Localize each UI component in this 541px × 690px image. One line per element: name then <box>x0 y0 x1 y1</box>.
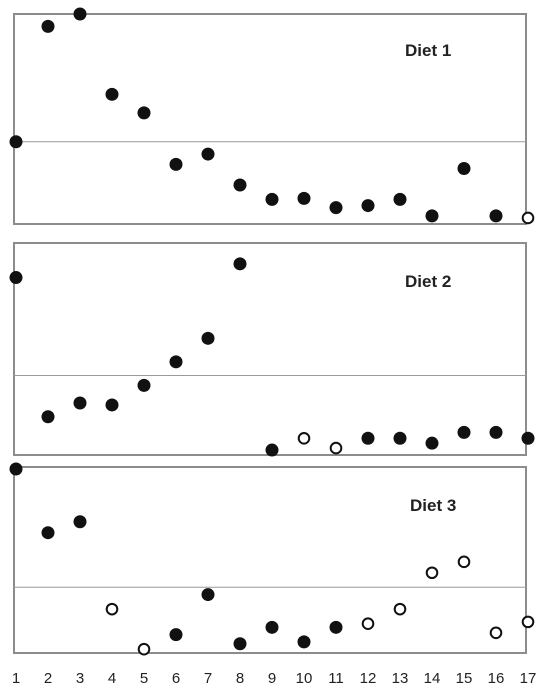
chart-panels: Diet 1 Diet 2 Diet 3 <box>9 7 535 656</box>
data-point-filled <box>329 201 343 215</box>
data-point-filled <box>393 431 407 445</box>
panel-1: Diet 1 <box>9 7 535 225</box>
data-point-filled <box>73 515 87 529</box>
x-axis-tick-labels: 1 2 3 4 5 6 7 8 9 10 11 12 13 14 15 16 17 <box>12 670 537 687</box>
data-point-open <box>393 602 407 616</box>
data-point-filled <box>457 162 471 175</box>
data-point-filled <box>169 628 183 642</box>
data-point-filled <box>73 396 87 410</box>
x-tick-label: 17 <box>520 670 537 687</box>
data-point-filled <box>137 378 151 392</box>
data-point-filled <box>201 588 215 602</box>
x-tick-label: 8 <box>236 670 244 687</box>
data-point-filled <box>425 436 439 450</box>
data-point-filled <box>169 157 183 171</box>
x-tick-label: 6 <box>172 670 180 687</box>
data-point-filled <box>425 209 439 223</box>
x-tick-label: 3 <box>76 670 84 687</box>
data-point-filled <box>457 425 471 439</box>
data-point-open <box>425 566 439 580</box>
data-point-filled <box>137 106 151 120</box>
data-point-open <box>297 431 311 445</box>
data-point-open <box>521 211 535 225</box>
data-point-open <box>361 617 375 631</box>
data-point-filled <box>233 637 247 651</box>
x-tick-label: 7 <box>204 670 212 687</box>
data-point-filled <box>265 192 279 206</box>
data-point-filled <box>41 526 55 540</box>
data-point-filled <box>297 191 311 205</box>
data-point-open <box>489 626 503 640</box>
panel-frame <box>13 466 527 654</box>
panel-title: Diet 3 <box>410 496 456 515</box>
data-point-filled <box>489 425 503 439</box>
data-point-filled <box>105 398 119 412</box>
data-point-open <box>329 441 343 455</box>
data-point-open <box>137 642 151 656</box>
panel-title: Diet 2 <box>405 272 451 291</box>
panel-2: Diet 2 <box>9 242 535 457</box>
data-point-filled <box>9 271 23 285</box>
x-tick-label: 15 <box>456 670 473 687</box>
data-point-filled <box>361 199 375 213</box>
data-point-filled <box>41 410 55 424</box>
data-point-filled <box>201 147 215 161</box>
x-tick-label: 4 <box>108 670 116 687</box>
data-point-filled <box>489 209 503 223</box>
x-tick-label: 12 <box>360 670 377 687</box>
panel-frame <box>13 13 527 225</box>
data-point-filled <box>265 443 279 457</box>
data-point-filled <box>41 19 55 33</box>
data-point-filled <box>329 620 343 634</box>
x-tick-label: 9 <box>268 670 276 687</box>
panel-title: Diet 1 <box>405 41 451 60</box>
x-tick-label: 2 <box>44 670 52 687</box>
data-point-open <box>457 555 471 569</box>
data-point-open <box>105 602 119 616</box>
data-point-open <box>521 615 535 629</box>
data-point-filled <box>393 192 407 206</box>
data-point-filled <box>265 620 279 634</box>
data-point-filled <box>201 331 215 345</box>
data-point-filled <box>73 7 87 21</box>
panel-3: Diet 3 <box>9 462 535 656</box>
x-tick-label: 5 <box>140 670 148 687</box>
x-tick-label: 13 <box>392 670 409 687</box>
x-tick-label: 10 <box>296 670 313 687</box>
data-point-filled <box>9 462 23 476</box>
data-point-filled <box>521 431 535 445</box>
data-point-filled <box>105 87 119 101</box>
data-point-filled <box>169 355 183 369</box>
x-tick-label: 16 <box>488 670 505 687</box>
data-point-filled <box>297 635 311 649</box>
data-point-filled <box>233 257 247 271</box>
data-point-filled <box>9 135 23 149</box>
data-point-filled <box>233 178 247 192</box>
data-point-filled <box>361 431 375 445</box>
x-tick-label: 14 <box>424 670 441 687</box>
x-tick-label: 1 <box>12 670 20 687</box>
x-tick-label: 11 <box>328 670 344 687</box>
